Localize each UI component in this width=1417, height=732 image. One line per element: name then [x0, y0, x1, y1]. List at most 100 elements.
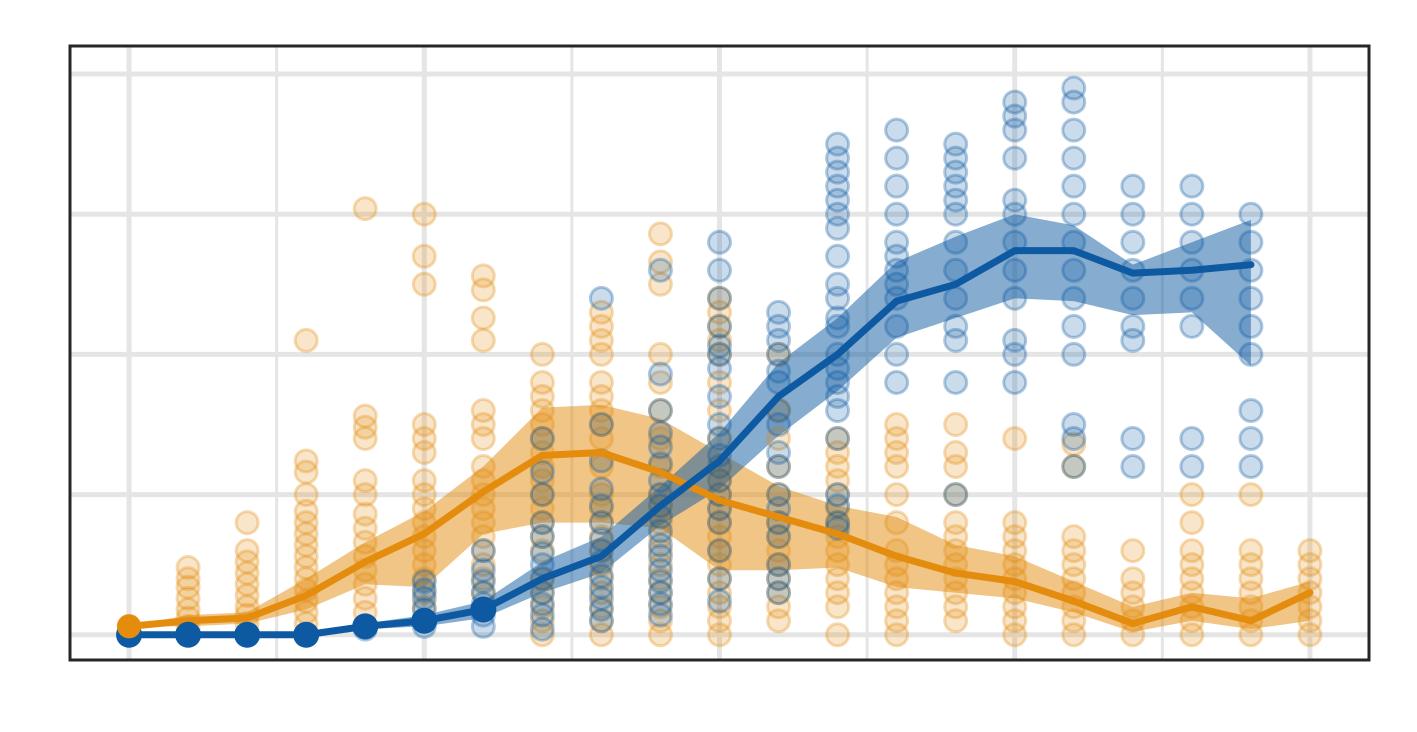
blue-scatter-point — [1061, 117, 1087, 143]
orange-scatter-point — [529, 482, 555, 508]
blue-scatter-point — [1002, 145, 1028, 171]
orange-scatter-point — [647, 552, 673, 578]
blue-scatter-point — [825, 173, 851, 199]
blue-scatter-point — [707, 229, 732, 255]
orange-scatter-point — [352, 426, 378, 452]
blue-scatter-point — [825, 369, 851, 395]
blue-scatter-point — [766, 566, 792, 592]
orange-scatter-point — [766, 482, 792, 508]
blue-scatter-point — [707, 588, 732, 614]
orange-scatter-point — [825, 440, 851, 466]
blue-scatter-point — [1061, 426, 1087, 452]
orange-scatter-point — [884, 426, 910, 452]
orange-scatter-point — [411, 552, 437, 578]
blue-scatter-point — [1238, 454, 1264, 480]
orange-scatter-point — [588, 482, 614, 508]
blue-scatter-point — [1002, 103, 1028, 129]
orange-scatter-point — [411, 426, 437, 452]
blue-scatter-point — [588, 510, 614, 536]
orange-scatter-point — [884, 580, 910, 606]
orange-scatter-point — [470, 327, 496, 353]
orange-scatter-point — [411, 482, 437, 508]
orange-scatter-point — [1061, 431, 1087, 457]
orange-scatter-point — [1120, 566, 1146, 592]
orange-scatter-point — [943, 608, 969, 634]
blue-scatter-point — [825, 426, 851, 452]
blue-mean-marker — [352, 613, 379, 640]
blue-scatter-point — [529, 510, 555, 536]
orange-scatter-point — [588, 496, 614, 522]
orange-scatter-point — [825, 454, 851, 480]
orange-scatter-point — [293, 532, 319, 558]
orange-scatter-point — [352, 403, 378, 429]
blue-scatter-point — [529, 602, 555, 628]
blue-scatter-point — [707, 538, 732, 564]
blue-scatter-point — [1002, 369, 1028, 395]
orange-scatter-point — [647, 608, 673, 634]
blue-scatter-point — [766, 358, 792, 384]
orange-scatter-point — [647, 538, 673, 564]
blue-scatter-point — [1238, 426, 1264, 452]
orange-scatter-point — [884, 594, 910, 620]
orange-scatter-point — [293, 510, 319, 536]
blue-scatter-point — [470, 557, 496, 583]
orange-scatter-point — [529, 538, 555, 564]
blue-scatter-point — [588, 476, 614, 502]
orange-scatter-point — [588, 411, 614, 437]
blue-scatter-point — [766, 552, 792, 578]
orange-scatter-point — [707, 426, 732, 452]
orange-scatter-point — [943, 524, 969, 550]
orange-mean-marker — [117, 614, 142, 639]
orange-scatter-point — [647, 221, 673, 247]
orange-scatter-point — [707, 608, 732, 634]
orange-scatter-point — [707, 327, 732, 353]
blue-scatter-point — [470, 568, 496, 594]
orange-scatter-point — [529, 426, 555, 452]
blue-scatter-point — [884, 257, 910, 283]
orange-scatter-point — [470, 411, 496, 437]
orange-scatter-point — [884, 566, 910, 592]
blue-scatter-point — [943, 187, 969, 213]
orange-confidence-band — [129, 404, 1310, 632]
orange-scatter-point — [352, 482, 378, 508]
orange-scatter-point — [529, 524, 555, 550]
blue-scatter-point — [943, 173, 969, 199]
orange-scatter-point — [766, 538, 792, 564]
blue-scatter-point — [1179, 313, 1205, 339]
orange-scatter-point — [1179, 538, 1205, 564]
orange-scatter-point — [1002, 538, 1028, 564]
orange-scatter-point — [1238, 482, 1264, 508]
blue-scatter-point — [529, 616, 555, 642]
blue-scatter-point — [588, 563, 614, 589]
blue-scatter-point — [884, 117, 910, 143]
orange-scatter-point — [707, 299, 732, 325]
orange-scatter-point — [766, 426, 792, 452]
orange-scatter-point — [884, 608, 910, 634]
orange-scatter-point — [588, 510, 614, 536]
orange-scatter-point — [1179, 622, 1205, 648]
orange-scatter-point — [647, 594, 673, 620]
blue-scatter-point — [766, 524, 792, 550]
orange-scatter-point — [647, 510, 673, 536]
blue-scatter-point — [647, 434, 673, 460]
blue-scatter-point — [588, 285, 614, 311]
blue-scatter-point — [825, 131, 851, 157]
orange-scatter-point — [707, 552, 732, 578]
blue-scatter-point — [825, 493, 851, 519]
orange-scatter-point — [825, 482, 851, 508]
orange-scatter-point — [293, 327, 319, 353]
orange-scatter-point — [707, 594, 732, 620]
orange-scatter-point — [943, 411, 969, 437]
orange-scatter-point — [470, 552, 496, 578]
orange-scatter-point — [647, 341, 673, 367]
orange-scatter-point — [766, 580, 792, 606]
orange-scatter-point — [529, 594, 555, 620]
orange-scatter-point — [707, 580, 732, 606]
orange-scatter-point — [647, 524, 673, 550]
orange-scatter-point — [1120, 580, 1146, 606]
orange-scatter-point — [470, 305, 496, 331]
blue-scatter-point — [470, 538, 496, 564]
blue-scatter-point — [529, 426, 555, 452]
blue-mean-marker — [175, 621, 202, 648]
blue-scatter-point — [1061, 285, 1087, 311]
